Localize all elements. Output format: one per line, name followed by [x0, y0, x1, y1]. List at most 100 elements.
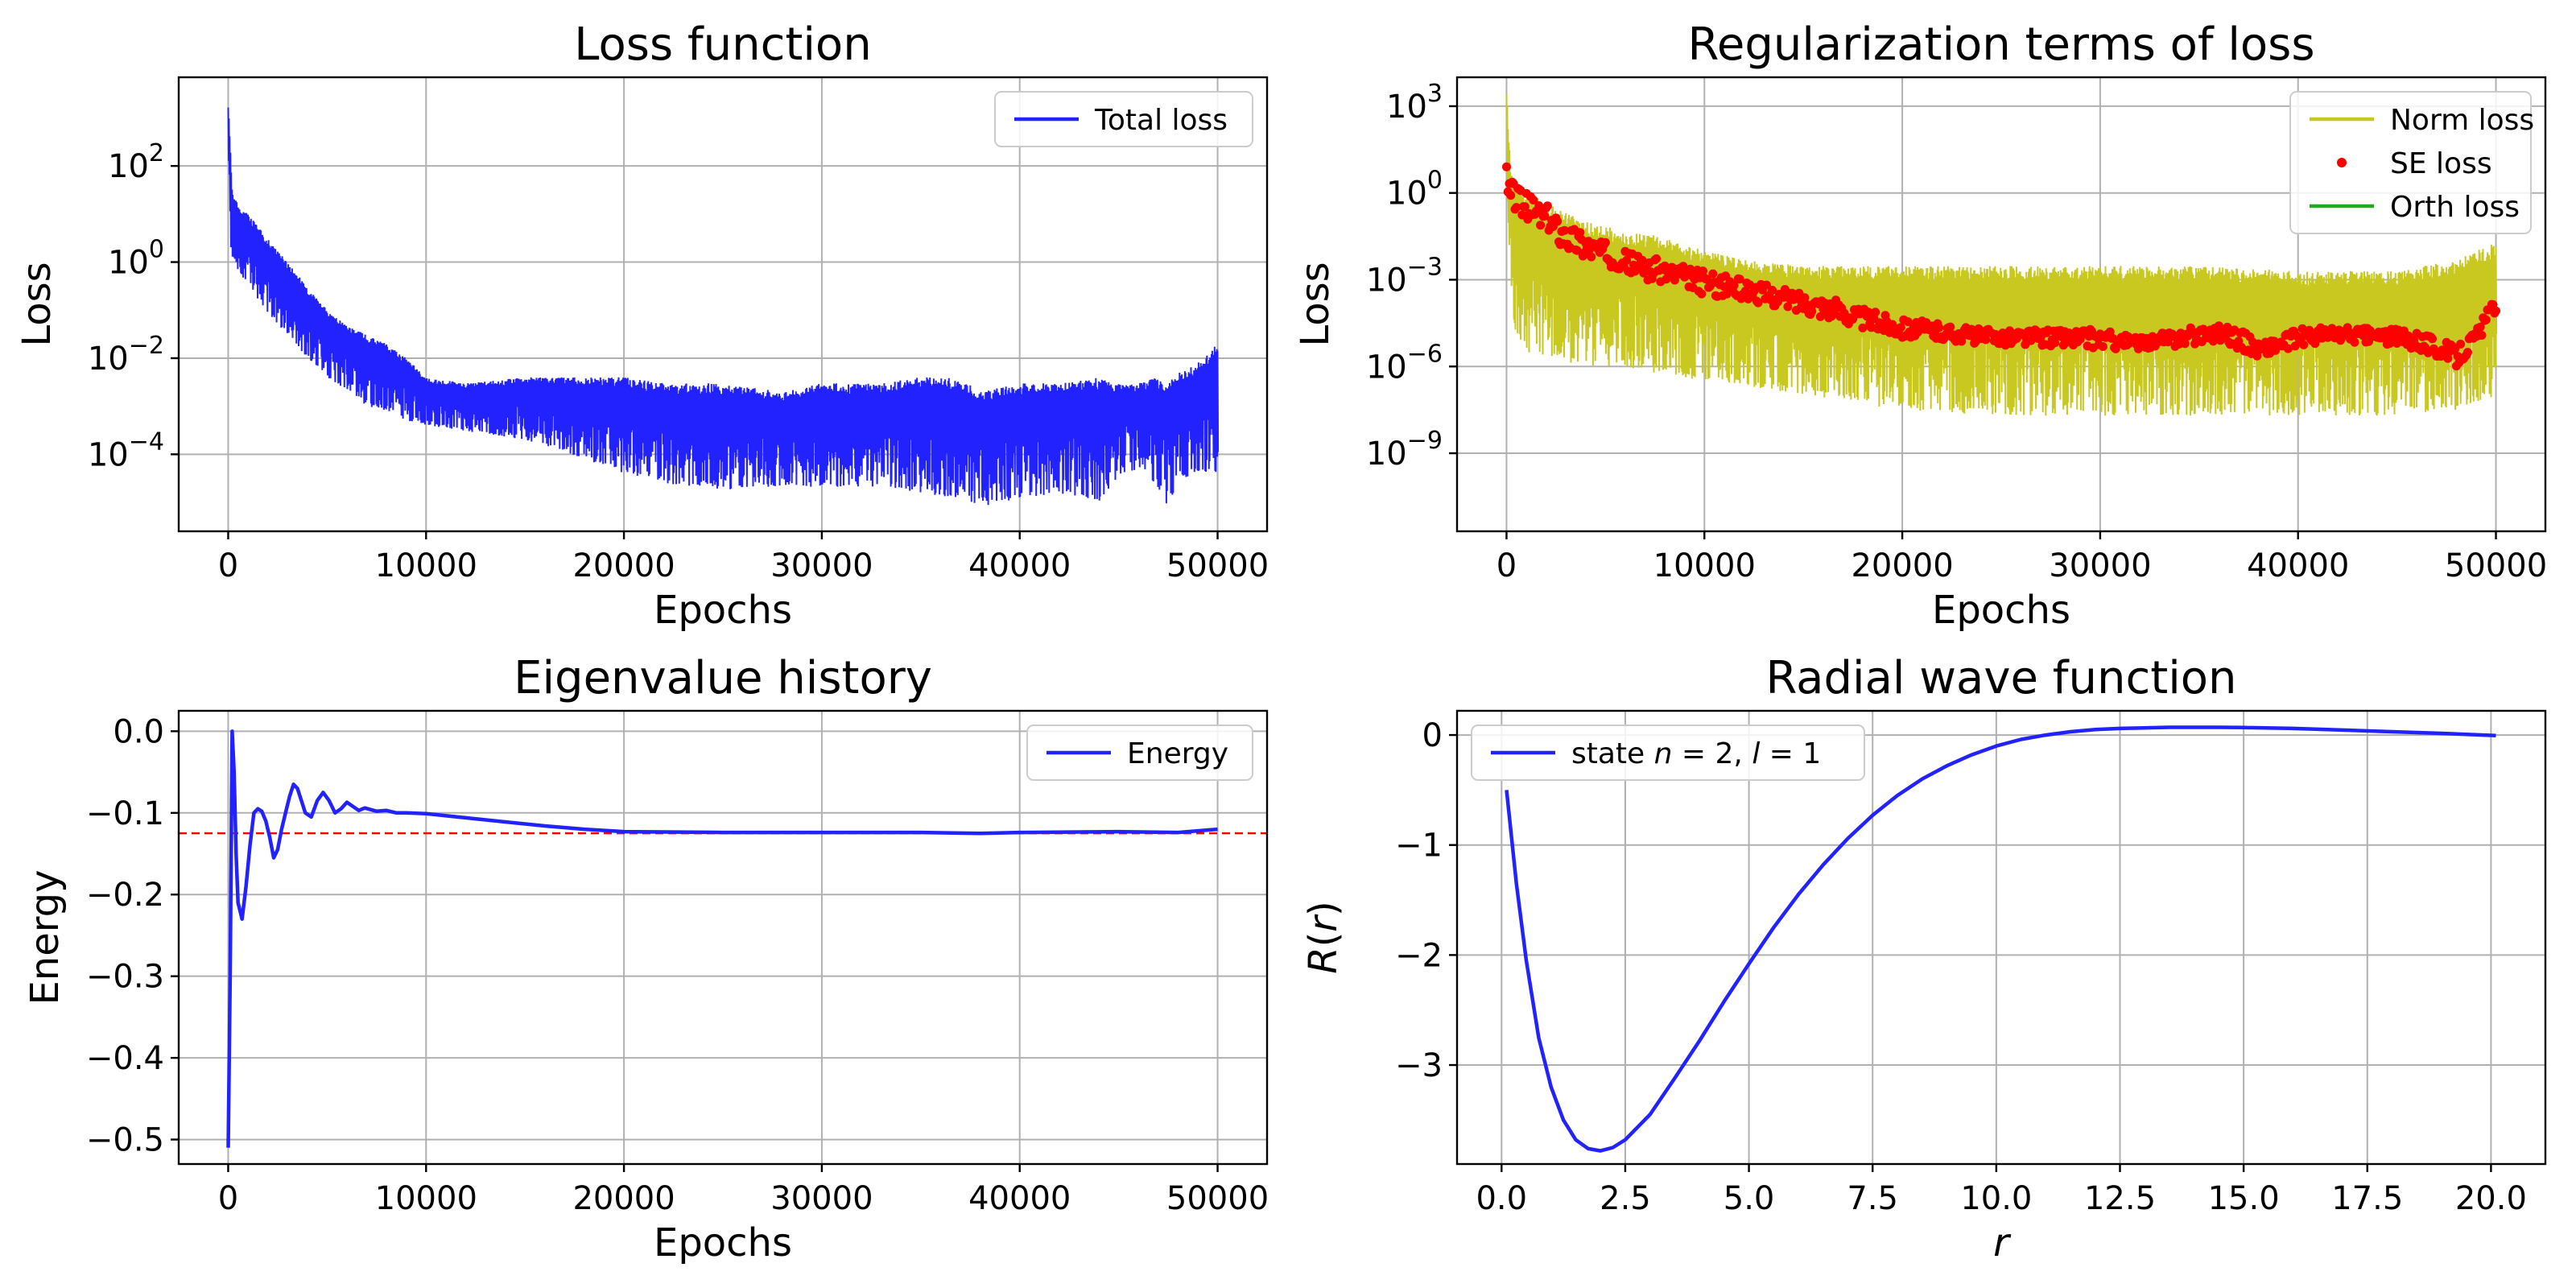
se-loss-point — [2477, 331, 2487, 340]
legend-label: SE loss — [2390, 147, 2492, 180]
x-tick-label: 50000 — [1166, 1180, 1269, 1217]
plot-area — [227, 107, 1220, 506]
se-loss-point — [2481, 315, 2491, 324]
chart-title: Radial wave function — [1765, 652, 2236, 704]
y-tick-label: −0.5 — [86, 1122, 164, 1159]
se-loss-point — [1967, 324, 1976, 334]
legend: Energy — [1026, 724, 1253, 781]
series-total-loss — [227, 107, 1220, 506]
se-loss-point — [1600, 237, 1610, 247]
x-tick-label: 40000 — [968, 547, 1071, 584]
x-axis-label: Epochs — [654, 588, 792, 633]
y-axis-label: Loss — [1293, 262, 1338, 346]
legend-label: state n = 2, l = 1 — [1571, 737, 1821, 770]
x-tick-label: 50000 — [1166, 547, 1269, 584]
x-tick-label: 20000 — [572, 547, 675, 584]
axes-frame — [1455, 76, 2547, 533]
se-loss-point — [1536, 221, 1546, 230]
plot-area — [179, 729, 1267, 1148]
se-loss-point — [1529, 196, 1538, 204]
se-loss-point — [1735, 275, 1744, 284]
se-loss-point — [1981, 335, 1991, 345]
se-loss-point — [2491, 306, 2500, 316]
x-tick-label: 0.0 — [1476, 1180, 1527, 1217]
se-loss-point — [1903, 317, 1913, 327]
se-loss-point — [1575, 228, 1585, 237]
x-tick-label: 12.5 — [2084, 1180, 2156, 1217]
x-axis-label: Epochs — [654, 1220, 792, 1265]
se-loss-point — [1559, 225, 1569, 235]
legend-box — [994, 91, 1253, 147]
chart-title: Loss function — [574, 19, 871, 71]
se-loss-point — [1740, 287, 1750, 295]
se-loss-point — [1587, 252, 1596, 262]
y-tick-label: 10−9 — [1366, 427, 1443, 473]
y-tick-label: 100 — [1386, 167, 1443, 213]
se-loss-point — [1697, 289, 1707, 299]
chart-title: Eigenvalue history — [514, 652, 932, 704]
y-tick-label: 102 — [108, 139, 164, 185]
series-se-loss — [1502, 162, 2500, 371]
se-loss-point — [2475, 322, 2485, 332]
y-tick-label: −3 — [1395, 1047, 1443, 1084]
x-tick-label: 50000 — [2445, 547, 2547, 584]
y-axis-label: Loss — [14, 262, 60, 346]
se-loss-point — [2305, 325, 2314, 335]
y-tick-label: 10−6 — [1366, 340, 1443, 386]
plot-area — [1502, 93, 2500, 416]
panel-radial-wave-function: 0.0 2.5 5.0 7.5 10.0 12.5 15.0 17.5 20.0 0 −1 −2 −3 R… — [1301, 652, 2547, 1265]
y-tick-label: −0.3 — [86, 959, 164, 996]
plot-area — [1505, 725, 2496, 1153]
y-tick-label: −0.1 — [86, 795, 164, 832]
legend-swatch — [2337, 158, 2347, 167]
se-loss-point — [1946, 322, 1955, 332]
se-loss-point — [2283, 344, 2293, 353]
se-loss-point — [2385, 339, 2395, 348]
y-axis-label: Energy — [23, 869, 68, 1005]
se-loss-point — [2098, 342, 2107, 351]
chart-title: Regularization terms of loss — [1687, 19, 2314, 71]
se-loss-point — [1768, 286, 1777, 295]
axes-frame — [177, 709, 1269, 1166]
x-tick-label: 0 — [218, 1180, 238, 1217]
x-tick-label: 30000 — [2049, 547, 2151, 584]
y-tick-label: 0 — [1422, 717, 1443, 754]
se-loss-point — [1957, 336, 1967, 346]
legend-label: Energy — [1127, 737, 1228, 770]
legend-box — [2289, 91, 2532, 234]
x-tick-label: 2.5 — [1600, 1180, 1651, 1217]
y-tick-label: −0.2 — [86, 877, 164, 914]
se-loss-point — [1502, 162, 1511, 171]
x-tick-label: 20.0 — [2455, 1180, 2527, 1217]
legend-box — [1471, 724, 1865, 781]
y-tick-label: 10−2 — [88, 332, 164, 378]
y-tick-label: 100 — [108, 236, 164, 282]
y-tick-label: −0.4 — [86, 1040, 164, 1077]
se-loss-point — [1622, 255, 1632, 265]
legend-label: Norm loss — [2390, 104, 2534, 137]
x-tick-label: 40000 — [968, 1180, 1071, 1217]
legend-label: Orth loss — [2390, 191, 2520, 224]
series-state-n-2-l-1 — [1505, 725, 2496, 1153]
se-loss-point — [1506, 191, 1516, 200]
se-loss-point — [2359, 331, 2368, 341]
x-tick-label: 0 — [1496, 547, 1517, 584]
se-loss-point — [1540, 211, 1550, 221]
x-tick-label: 20000 — [572, 1180, 675, 1217]
y-axis-label: R(r) — [1301, 901, 1346, 974]
x-tick-label: 30000 — [770, 1180, 873, 1217]
x-axis-label: Epochs — [1932, 588, 2070, 633]
se-loss-point — [1871, 308, 1880, 317]
legend-label: Total loss — [1094, 104, 1228, 137]
x-tick-label: 17.5 — [2331, 1180, 2403, 1217]
legend-box — [1026, 724, 1253, 781]
legend: Total loss — [994, 91, 1253, 147]
x-tick-label: 7.5 — [1847, 1180, 1898, 1217]
se-loss-point — [1699, 266, 1707, 276]
se-loss-point — [1783, 302, 1793, 312]
se-loss-point — [1680, 272, 1690, 282]
se-loss-point — [1520, 202, 1530, 212]
legend: state n = 2, l = 1 — [1471, 724, 1865, 781]
y-tick-label: 10−4 — [88, 427, 164, 473]
